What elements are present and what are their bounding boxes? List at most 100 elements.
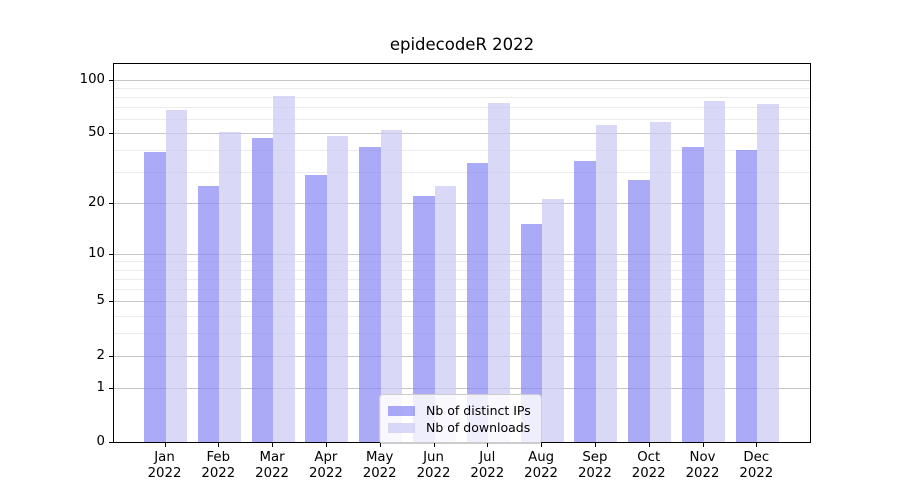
gridline-1 [114, 387, 810, 389]
x-tick-label-aug: Aug 2022 [506, 450, 576, 482]
y-tick-label-1: 1 [96, 379, 105, 395]
bar-downloads-jul [488, 103, 510, 442]
x-tick-jul [487, 443, 489, 447]
y-tick-label-5: 5 [96, 293, 105, 309]
bar-ips-sep [574, 160, 596, 442]
x-tick-year: 2022 [416, 466, 451, 481]
gridline-minor-60 [114, 119, 810, 121]
x-tick-year: 2022 [685, 466, 720, 481]
x-tick-jun [433, 443, 435, 447]
legend-item-downloads: Nb of downloads [388, 420, 531, 435]
x-tick-year: 2022 [631, 466, 666, 481]
x-tick-year: 2022 [147, 466, 182, 481]
x-tick-month: May [365, 450, 394, 465]
y-tick-label-100: 100 [79, 71, 105, 87]
bar-ips-apr [305, 174, 327, 442]
x-tick-dec [756, 443, 758, 447]
legend-label: Nb of downloads [426, 420, 531, 435]
bar-ips-oct [628, 180, 650, 442]
x-tick-month: Feb [206, 450, 231, 465]
x-tick-label-may: May 2022 [345, 450, 415, 482]
gridline-minor-4 [114, 315, 810, 317]
legend-label: Nb of distinct IPs [426, 403, 531, 418]
y-tick-label-20: 20 [88, 194, 105, 210]
y-tick-label-2: 2 [96, 347, 105, 363]
bar-ips-jun [413, 195, 435, 442]
x-tick-label-sep: Sep 2022 [560, 450, 630, 482]
bar-ips-aug [520, 224, 543, 442]
x-tick-year: 2022 [577, 466, 612, 481]
gridline-50 [114, 133, 810, 135]
x-tick-month: Jun [423, 450, 444, 465]
x-tick-month: Jul [479, 450, 496, 465]
gridline-minor-40 [114, 150, 810, 152]
x-tick-label-nov: Nov 2022 [668, 450, 738, 482]
chart-title: epidecodeR 2022 [389, 35, 535, 54]
x-tick-apr [325, 443, 327, 447]
x-tick-month: Aug [528, 450, 555, 465]
bar-ips-nov [682, 146, 704, 442]
bar-ips-feb [197, 186, 220, 442]
bar-downloads-oct [649, 121, 672, 442]
x-tick-month: Jan [154, 450, 175, 465]
bar-ips-jan [144, 152, 166, 442]
x-tick-year: 2022 [470, 466, 505, 481]
gridline-minor-90 [114, 87, 810, 89]
y-tick-2 [109, 355, 113, 357]
x-tick-month: Oct [637, 450, 661, 465]
x-tick-label-feb: Feb 2022 [183, 450, 253, 482]
gridline-minor-6 [114, 289, 810, 291]
y-tick-20 [109, 202, 113, 204]
x-tick-year: 2022 [362, 466, 397, 481]
x-tick-mar [272, 443, 274, 447]
gridline-100 [114, 79, 810, 81]
x-tick-month: Mar [259, 450, 285, 465]
y-tick-1 [109, 387, 113, 389]
bar-downloads-sep [595, 124, 618, 442]
gridline-2 [114, 355, 810, 357]
bar-downloads-dec [757, 104, 779, 442]
x-tick-sep [594, 443, 596, 447]
gridline-minor-70 [114, 107, 810, 109]
x-tick-month: Sep [582, 450, 608, 465]
y-tick-10 [109, 253, 113, 255]
y-tick-label-10: 10 [88, 245, 105, 261]
legend-swatch-downloads [388, 422, 415, 433]
bar-ips-mar [251, 138, 274, 442]
bar-downloads-aug [542, 199, 564, 442]
bar-ips-may [359, 146, 381, 442]
x-tick-month: Apr [314, 450, 338, 465]
x-tick-nov [702, 443, 704, 447]
x-tick-year: 2022 [308, 466, 343, 481]
bar-downloads-mar [273, 96, 295, 442]
x-tick-year: 2022 [201, 466, 236, 481]
gridline-10 [114, 253, 810, 255]
bar-downloads-may [380, 130, 403, 442]
x-tick-feb [218, 443, 220, 447]
gridline-20 [114, 202, 810, 204]
x-tick-jan [164, 443, 166, 447]
x-tick-aug [541, 443, 543, 447]
bar-downloads-jun [434, 186, 456, 442]
x-tick-may [379, 443, 381, 447]
bar-downloads-jan [165, 109, 187, 442]
x-tick-label-jan: Jan 2022 [130, 450, 200, 482]
gridline-minor-9 [114, 261, 810, 263]
x-tick-label-mar: Mar 2022 [237, 450, 307, 482]
bar-downloads-feb [219, 131, 241, 442]
bar-ips-dec [735, 150, 758, 442]
bar-downloads-apr [326, 136, 349, 442]
x-tick-label-oct: Oct 2022 [614, 450, 684, 482]
legend: Nb of distinct IPs Nb of downloads [379, 394, 542, 444]
y-tick-100 [109, 79, 113, 81]
y-tick-label-50: 50 [88, 125, 105, 141]
x-tick-label-jun: Jun 2022 [399, 450, 469, 482]
gridline-minor-8 [114, 269, 810, 271]
x-tick-year: 2022 [739, 466, 774, 481]
x-tick-oct [648, 443, 650, 447]
gridline-minor-30 [114, 172, 810, 174]
x-tick-month: Dec [743, 450, 770, 465]
x-tick-label-jul: Jul 2022 [452, 450, 522, 482]
x-tick-month: Nov [689, 450, 716, 465]
x-tick-label-dec: Dec 2022 [721, 450, 791, 482]
